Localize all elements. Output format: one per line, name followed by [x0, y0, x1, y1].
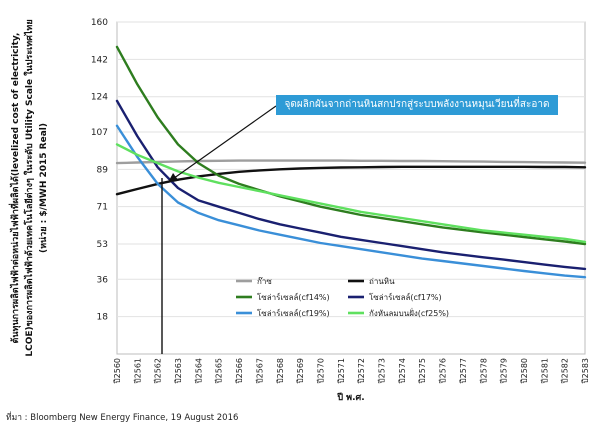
x-tick-label: ปี2574 — [398, 358, 407, 384]
y-tick-label: 18 — [97, 313, 109, 323]
y-axis-title: ต้นทุนการผลิตไฟฟ้าต่อหน่วยไฟฟ้าที่ผลิตได… — [8, 19, 49, 356]
series-line-4 — [115, 124, 587, 279]
y-tick-label: 71 — [97, 203, 108, 213]
x-tick-label: ปี2582 — [561, 358, 570, 384]
x-tick-label: ปี2570 — [316, 358, 325, 384]
legend-label: โซล่าร์เซลล์(cf17%) — [369, 292, 442, 302]
x-tick-label: ปี2571 — [337, 358, 346, 384]
x-tick-label: ปี2568 — [276, 358, 285, 384]
series-line-5 — [115, 143, 587, 244]
x-tick-label: ปี2580 — [520, 358, 529, 384]
source-note: ที่มา : Bloomberg New Energy Finance, 19… — [6, 413, 239, 423]
legend-label: ก๊าซ — [257, 276, 272, 286]
plot-area — [116, 21, 586, 355]
y-axis-title-line: (หน่วย : $/MWH 2015 Real) — [38, 123, 49, 253]
x-tick-label: ปี2565 — [215, 358, 224, 384]
x-tick-label: ปี2560 — [113, 358, 122, 384]
plot-frame — [116, 21, 586, 355]
x-tick-label: ปี2573 — [378, 358, 387, 384]
x-tick-label: ปี2561 — [133, 358, 142, 384]
series-line-1 — [115, 165, 587, 196]
x-tick-label: ปี2581 — [540, 358, 549, 384]
x-tick-label: ปี2564 — [194, 358, 203, 384]
x-tick-label: ปี2578 — [479, 358, 488, 384]
y-tick-label: 89 — [97, 165, 109, 175]
y-tick-label: 53 — [97, 240, 108, 250]
x-tick-label: ปี2583 — [581, 358, 590, 384]
x-tick-label: ปี2567 — [255, 358, 264, 384]
series-line-3 — [115, 99, 587, 271]
x-tick-label: ปี2577 — [459, 358, 468, 384]
x-tick-label: ปี2576 — [439, 358, 448, 384]
y-tick-label: 160 — [91, 18, 108, 28]
y-axis-title-line: LCOE)ของการผลิตไฟฟ้าด้วยเทคโนโลยีต่างๆ ใ… — [23, 19, 35, 356]
legend-label: กังหันลมบนฝั่ง(cf25%) — [369, 307, 449, 318]
y-tick-label: 107 — [91, 128, 108, 138]
x-tick-label: ปี2569 — [296, 358, 305, 384]
x-tick-label: ปี2562 — [154, 358, 163, 384]
x-tick-label: ปี2563 — [174, 358, 183, 384]
annotation-arrow — [168, 105, 277, 183]
x-tick-label: ปี2566 — [235, 358, 244, 384]
y-axis-ticks: 18 36 53 71 89 107 124 142 160 — [91, 18, 585, 323]
x-axis-ticks: ปี2560 ปี2561 ปี2562 ปี2563 ปี2564 ปี2565 ปี25… — [113, 358, 590, 384]
legend-label: ถ่านหิน — [369, 277, 395, 286]
legend-label: โซล่าร์เซลล์(cf19%) — [257, 308, 330, 318]
x-axis-title: ปี พ.ศ. — [336, 392, 365, 403]
x-tick-label: ปี2575 — [418, 358, 427, 384]
x-tick-label: ปี2579 — [500, 358, 509, 384]
y-tick-label: 124 — [91, 93, 108, 103]
series-lines — [115, 45, 587, 279]
x-tick-label: ปี2572 — [357, 358, 366, 384]
y-axis-title-line: ต้นทุนการผลิตไฟฟ้าต่อหน่วยไฟฟ้าที่ผลิตได… — [8, 33, 21, 344]
series-line-0 — [115, 159, 587, 165]
y-tick-label: 36 — [97, 275, 109, 285]
series-line-2 — [115, 45, 587, 246]
legend-label: โซล่าร์เซลล์(cf14%) — [257, 292, 330, 302]
y-tick-label: 142 — [91, 55, 108, 65]
annotation-callout: จุดผลิกผันจากถ่านหินสกปรกสู่ระบบพลังงานห… — [276, 95, 558, 115]
